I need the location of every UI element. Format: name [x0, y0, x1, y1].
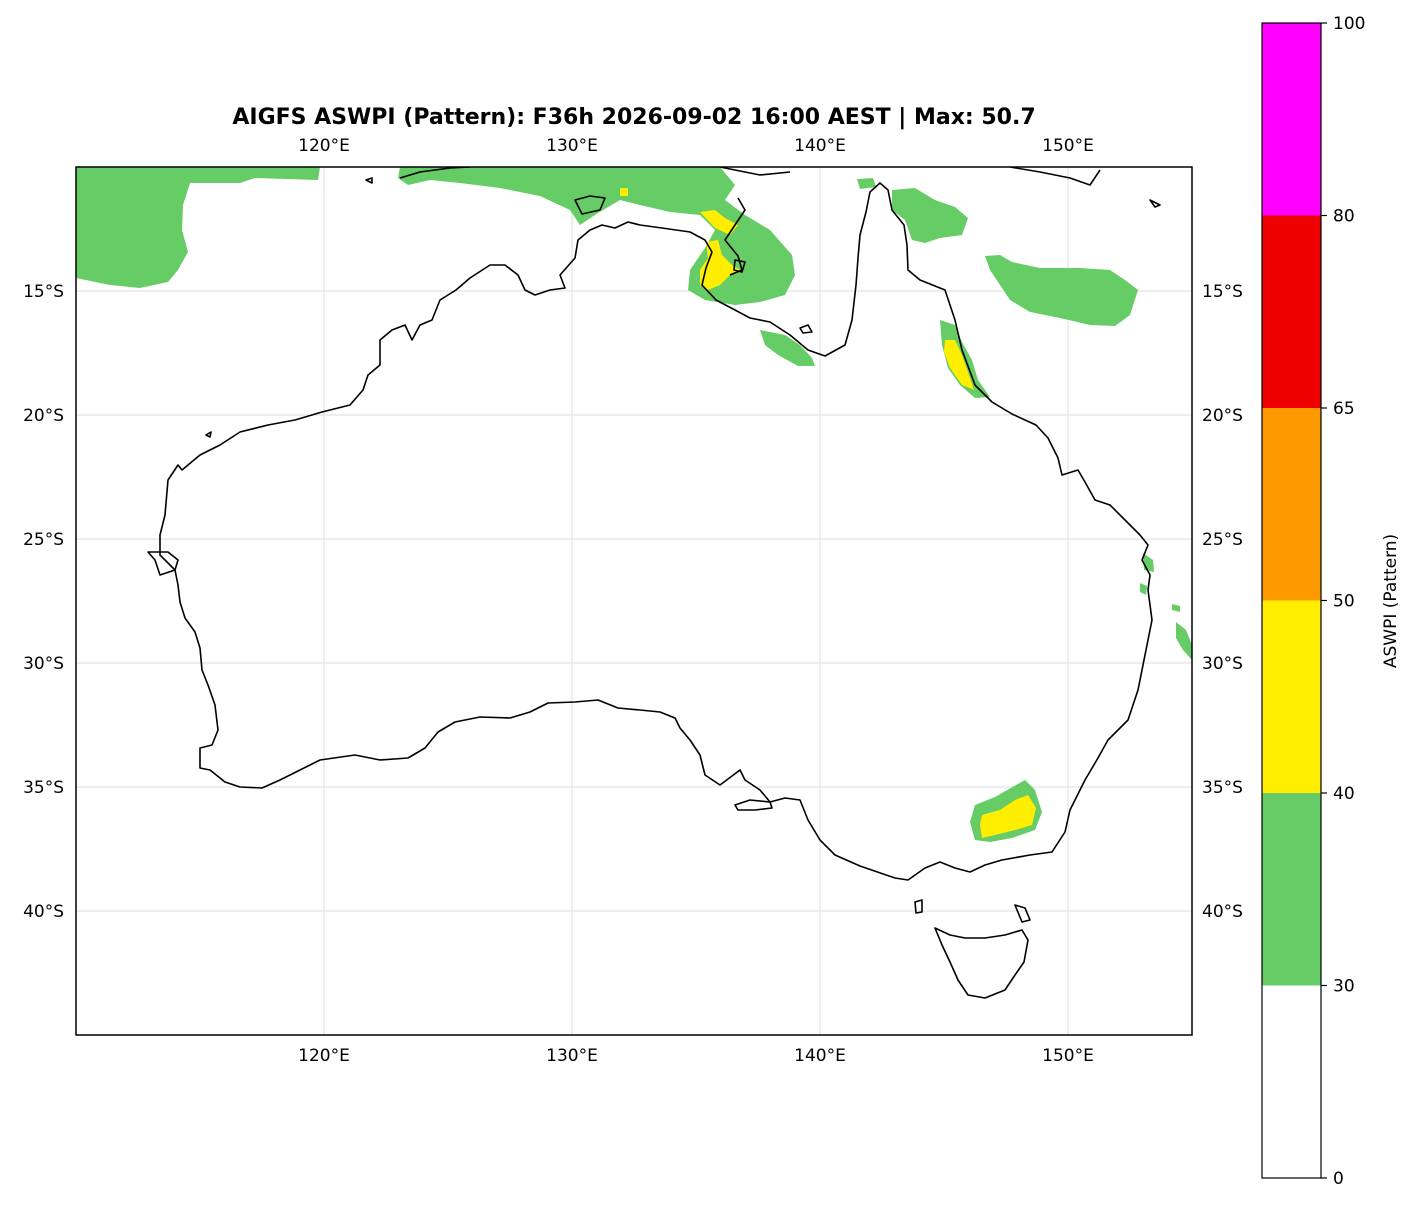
field-coral-sea: [985, 255, 1138, 326]
field-east-coast-1: [1143, 553, 1154, 572]
coastline-sw-bump: [147, 551, 179, 576]
lon-tick-bottom-150: 150°E: [1042, 1046, 1094, 1066]
colorbar-bin-65-80: [1262, 215, 1321, 408]
aswpi-field-30-40: [76, 167, 1192, 842]
coastline-mainland: [159, 182, 1153, 881]
field-coral-north: [892, 188, 968, 243]
field-arafura: [398, 167, 795, 305]
lat-tick-right-35: 35°S: [1202, 778, 1243, 798]
map-area: [75, 166, 1193, 1036]
coastline-kangaroo-island: [734, 799, 773, 811]
field-qld-yellow-spot: [620, 188, 628, 196]
field-gulf-south: [760, 330, 815, 366]
field-east-coast-4: [1176, 622, 1192, 660]
colorbar-bin-80-100: [1262, 23, 1321, 216]
coastline-new-guinea-south: [719, 167, 791, 176]
field-timor-sea: [76, 167, 320, 288]
coastline-tasmania: [934, 927, 1029, 999]
lon-tick-top-120: 120°E: [298, 136, 350, 156]
field-victoria-yellow: [980, 795, 1036, 838]
lat-ticks-right: 15°S 20°S 25°S 30°S 35°S 40°S: [1202, 282, 1243, 922]
field-arnhem-yellow-2: [700, 210, 738, 235]
colorbar-tick-label-50: 50: [1333, 592, 1355, 612]
map-frame: [75, 166, 1193, 1036]
lat-tick-right-25: 25°S: [1202, 530, 1243, 550]
field-arnhem-yellow: [700, 240, 740, 290]
colorbar-tick-label-100: 100: [1333, 14, 1365, 34]
coastline-new-guinea-east: [1009, 167, 1101, 186]
lon-tick-top-130: 130°E: [546, 136, 598, 156]
map-title: AIGFS ASWPI (Pattern): F36h 2026-09-02 1…: [232, 105, 1035, 130]
colorbar-bin-0-30: [1262, 985, 1321, 1178]
field-coral-small: [857, 178, 876, 189]
lat-tick-left-35: 35°S: [23, 778, 64, 798]
coastline-king-island: [914, 899, 923, 914]
coastline-island-3: [205, 431, 212, 438]
field-qld-yellow: [944, 340, 974, 390]
colorbar-label: ASWPI (Pattern): [1381, 534, 1401, 668]
colorbar-bin-30-40: [1262, 793, 1321, 986]
lat-tick-left-20: 20°S: [23, 406, 64, 426]
lat-tick-left-15: 15°S: [23, 282, 64, 302]
coastline-groote: [733, 259, 746, 273]
colorbar-tick-label-0: 0: [1333, 1169, 1344, 1189]
lon-tick-bottom-120: 120°E: [298, 1046, 350, 1066]
field-east-coast-2: [1140, 583, 1147, 595]
graticule: [76, 167, 1192, 1035]
aswpi-field-40-50: [620, 188, 1036, 838]
lon-tick-bottom-140: 140°E: [794, 1046, 846, 1066]
lat-tick-right-40: 40°S: [1202, 902, 1243, 922]
colorbar-tick-label-40: 40: [1333, 784, 1355, 804]
lat-ticks-left: 15°S 20°S 25°S 30°S 35°S 40°S: [23, 282, 64, 922]
colorbar-tick-label-80: 80: [1333, 207, 1355, 227]
colorbar-bin-40-50: [1262, 600, 1321, 793]
lat-tick-left-40: 40°S: [23, 902, 64, 922]
lat-tick-right-30: 30°S: [1202, 654, 1243, 674]
lat-tick-left-30: 30°S: [23, 654, 64, 674]
lon-tick-top-140: 140°E: [794, 136, 846, 156]
colorbar: 0 30 40 50 65 80 100 ASWPI (Pattern): [1261, 14, 1401, 1189]
colorbar-tick-label-65: 65: [1333, 399, 1355, 419]
lat-tick-right-20: 20°S: [1202, 406, 1243, 426]
lat-tick-left-25: 25°S: [23, 530, 64, 550]
coastline-melville: [574, 195, 606, 215]
coastline-mornington: [799, 324, 813, 334]
colorbar-bin-50-65: [1262, 408, 1321, 601]
lon-ticks-bottom: 120°E 130°E 140°E 150°E: [298, 1046, 1094, 1066]
lon-tick-bottom-130: 130°E: [546, 1046, 598, 1066]
lon-tick-top-150: 150°E: [1042, 136, 1094, 156]
coastline-island-2: [1149, 199, 1161, 208]
field-east-coast-3: [1172, 604, 1180, 612]
lon-ticks-top: 120°E 130°E 140°E 150°E: [298, 136, 1094, 156]
colorbar-tick-label-30: 30: [1333, 977, 1355, 997]
coastline-flinders-island: [1014, 904, 1031, 923]
coastline-island-1: [365, 177, 373, 184]
lat-tick-right-15: 15°S: [1202, 282, 1243, 302]
